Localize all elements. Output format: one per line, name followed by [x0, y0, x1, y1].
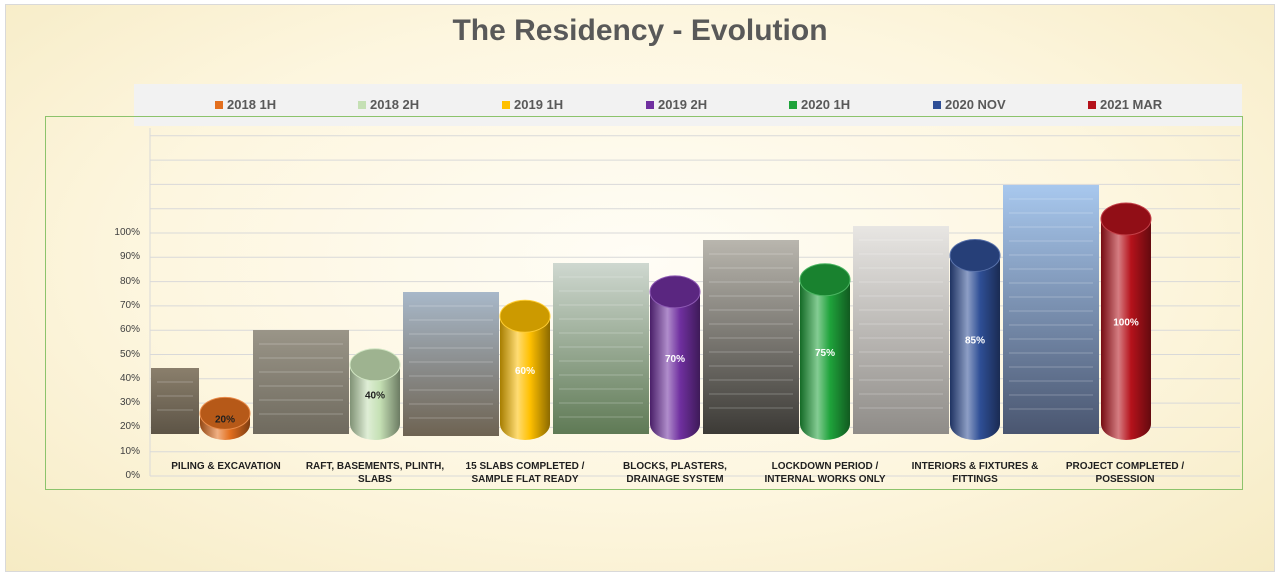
legend-item: 2019 1H — [502, 97, 563, 112]
plot-area — [45, 116, 1243, 490]
y-tick-label: 60% — [119, 324, 140, 336]
bar-2018-2h — [350, 364, 400, 440]
legend-item: 2018 1H — [215, 97, 276, 112]
legend-label: 2018 2H — [370, 97, 420, 112]
lockdown-photo — [703, 240, 799, 434]
legend-swatch — [502, 100, 510, 109]
legend-label: 2019 2H — [658, 97, 708, 112]
legend-item: 2020 NOV — [933, 97, 1006, 112]
data-label: 60% — [515, 366, 535, 377]
y-tick-label: 50% — [119, 348, 140, 360]
y-tick-label: 40% — [119, 372, 140, 384]
bar-top — [799, 263, 851, 297]
bar-top — [1100, 202, 1152, 236]
data-label: 40% — [365, 390, 385, 401]
bar-2021-mar — [1101, 219, 1151, 440]
bar-top — [349, 348, 401, 382]
category-label: PILING & EXCAVATION — [171, 461, 281, 472]
legend-label: 2021 MAR — [1100, 97, 1163, 112]
category-label: BLOCKS, PLASTERS, DRAINAGE SYSTEM — [623, 461, 727, 485]
chart-title: The Residency - Evolution — [452, 14, 828, 47]
interiors-photo — [853, 226, 949, 434]
bar-2019-1h — [500, 316, 550, 440]
legend-swatch — [646, 100, 654, 109]
bar-top — [649, 275, 701, 309]
legend-item: 2018 2H — [358, 97, 419, 112]
data-label: 70% — [665, 354, 685, 365]
category-label: LOCKDOWN PERIOD / INTERNAL WORKS ONLY — [764, 461, 886, 485]
y-tick-label: 90% — [119, 251, 140, 263]
piling-photo — [151, 368, 199, 434]
y-tick-label: 100% — [114, 227, 140, 238]
legend-label: 2020 1H — [801, 97, 851, 112]
category-label: RAFT, BASEMENTS, PLINTH, SLABS — [305, 461, 445, 485]
legend-swatch — [789, 100, 797, 109]
bar-top — [499, 299, 551, 333]
y-tick-label: 20% — [119, 421, 140, 433]
y-tick-label: 70% — [119, 299, 140, 311]
bar-2020-nov — [950, 255, 1000, 440]
legend-label: 2020 NOV — [945, 97, 1006, 112]
blocks-photo — [553, 263, 649, 434]
y-tick-label: 0% — [125, 470, 140, 481]
y-tick-label: 80% — [119, 275, 140, 287]
slabs-photo — [403, 292, 499, 436]
category-label: 15 SLABS COMPLETED / SAMPLE FLAT READY — [465, 461, 585, 485]
legend-swatch — [1088, 100, 1096, 109]
legend-label: 2018 1H — [227, 97, 277, 112]
raft-photo — [253, 330, 349, 434]
legend-swatch — [215, 100, 223, 109]
bar-top — [199, 396, 251, 430]
y-tick-label: 10% — [119, 445, 140, 457]
legend-item: 2020 1H — [789, 97, 850, 112]
bar-2020-1h — [800, 279, 850, 440]
legend-swatch — [933, 100, 941, 109]
y-tick-label: 30% — [119, 397, 140, 409]
category-label: PROJECT COMPLETED / POSESSION — [1065, 461, 1185, 485]
data-label: 20% — [215, 415, 235, 426]
legend: 2018 1H 2018 2H 2019 1H 2019 2H 2020 1H 2020 … — [134, 84, 1242, 126]
legend-item: 2021 MAR — [1088, 97, 1162, 112]
data-label: 100% — [1113, 318, 1139, 329]
legend-swatch — [358, 100, 366, 109]
category-label: INTERIORS & FIXTURES & FITTINGS — [911, 461, 1039, 485]
data-label: 85% — [965, 336, 985, 347]
bar-2019-2h — [650, 291, 700, 440]
legend-label: 2019 1H — [514, 97, 564, 112]
legend-item: 2019 2H — [646, 97, 707, 112]
bar-top — [949, 238, 1001, 272]
data-label: 75% — [815, 348, 835, 359]
completed-photo — [1003, 185, 1099, 434]
